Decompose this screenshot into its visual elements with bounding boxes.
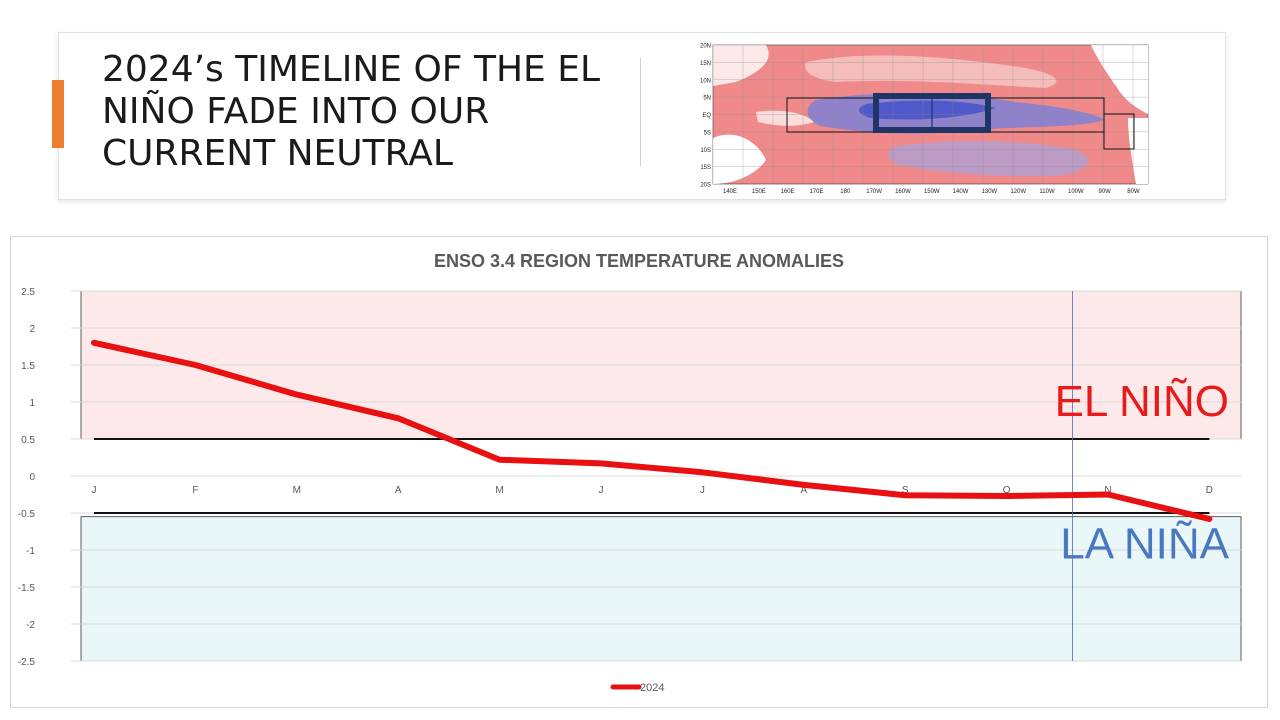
data-point (192, 362, 198, 368)
data-point (902, 492, 908, 498)
legend: 2024 (610, 682, 664, 694)
region-labels: EL NIÑO LA NIÑA (1055, 376, 1230, 569)
y-tick-label: -1.5 (18, 583, 36, 594)
map-lon-label: 80W (1127, 189, 1140, 195)
series-layer (91, 339, 1213, 522)
map-lat-label: 5N (703, 96, 711, 102)
map-lon-label: 140E (723, 189, 737, 195)
map-lon-label: 90W (1098, 189, 1111, 195)
y-tick-label: 2 (29, 324, 35, 335)
map-lat-label: 15N (700, 61, 711, 67)
map-lat-label: EQ (702, 113, 711, 119)
data-point (91, 340, 97, 346)
data-point (1004, 493, 1010, 499)
land-asia (713, 45, 769, 86)
data-point (699, 469, 705, 475)
map-lat-label: 5S (704, 130, 711, 136)
enso-chart: ENSO 3.4 REGION TEMPERATURE ANOMALIES 2.… (18, 251, 1242, 694)
map-lon-label: 100W (1068, 189, 1084, 195)
x-tick-label: A (395, 485, 402, 496)
x-tick-label: J (700, 485, 705, 496)
map-lon-label: 160W (895, 189, 911, 195)
data-point (497, 457, 503, 463)
header-divider (640, 58, 641, 166)
threshold-lines (94, 438, 1210, 514)
southern-cool-patch (888, 141, 1088, 177)
chart-frame: ENSO 3.4 REGION TEMPERATURE ANOMALIES 2.… (10, 236, 1268, 708)
legend-label: 2024 (640, 682, 664, 694)
y-tick-label: 2.5 (21, 287, 35, 298)
enso-region-map: 20N 15N 10N 5N EQ 5S 10S 15S 20S 140E 150E 160E 170… (700, 44, 1149, 195)
map-lon-label: 130W (982, 189, 998, 195)
map-lon-label: 160E (781, 189, 795, 195)
data-point (801, 482, 807, 488)
data-point (1206, 516, 1212, 522)
data-point (1105, 492, 1111, 497)
y-tick-label: 0.5 (21, 435, 35, 446)
x-tick-label: S (902, 485, 909, 496)
region-box (80, 516, 1242, 662)
x-tick-label: F (192, 485, 198, 496)
el-nino-label: EL NIÑO (1055, 376, 1229, 426)
chart-title: ENSO 3.4 REGION TEMPERATURE ANOMALIES (434, 251, 844, 271)
land-australia (713, 134, 766, 184)
y-tick-label: -1 (26, 546, 35, 557)
map-lon-label: 180 (840, 189, 851, 195)
title-accent-bar (52, 80, 64, 148)
map-lat-label: 20S (700, 183, 711, 189)
data-point (294, 392, 300, 398)
map-lon-label: 170E (809, 189, 823, 195)
nino-12-region-outline (1103, 113, 1135, 150)
strong-cold-anomaly (859, 100, 996, 120)
y-tick-label: 1 (29, 398, 35, 409)
x-tick-label: O (1003, 485, 1011, 496)
x-tick-label: N (1104, 485, 1111, 496)
map-lon-label: 110W (1039, 189, 1055, 195)
series-line (91, 339, 1213, 522)
y-tick-label: -0.5 (18, 509, 36, 520)
map-lat-label: 15S (700, 165, 711, 171)
map-lon-label: 120W (1010, 189, 1026, 195)
data-point (598, 460, 604, 466)
x-tick-label: M (293, 485, 301, 496)
y-tick-label: 0 (29, 472, 35, 483)
data-point (395, 415, 401, 421)
y-tick-label: -2.5 (18, 657, 36, 668)
y-axis: 2.5 2 1.5 1 0.5 0 -0.5 -1 -1.5 -2 -2.5 (18, 287, 36, 668)
x-tick-label: J (599, 485, 604, 496)
y-tick-label: -2 (26, 620, 35, 631)
x-tick-label: J (92, 485, 97, 496)
map-latitude-labels: 20N 15N 10N 5N EQ 5S 10S 15S 20S (700, 44, 711, 189)
map-longitude-labels: 140E 150E 160E 170E 180 170W 160W 150W 140W 130W 1… (723, 189, 1140, 195)
slide-title: 2024’s TIMELINE OF THE EL NIÑO FADE INTO… (102, 49, 601, 174)
y-tick-label: 1.5 (21, 361, 35, 372)
map-lon-label: 140W (953, 189, 969, 195)
x-tick-label: A (800, 485, 807, 496)
map-lat-label: 10N (700, 78, 711, 84)
map-plot-area (712, 44, 1149, 185)
map-lon-label: 170W (866, 189, 882, 195)
x-tick-label: M (495, 485, 503, 496)
map-lat-label: 10S (700, 148, 711, 154)
la-nina-label: LA NIÑA (1060, 519, 1229, 569)
map-lat-label: 20N (700, 44, 711, 50)
x-tick-label: D (1206, 485, 1213, 496)
map-lon-label: 150E (752, 189, 766, 195)
map-lon-label: 150W (924, 189, 940, 195)
